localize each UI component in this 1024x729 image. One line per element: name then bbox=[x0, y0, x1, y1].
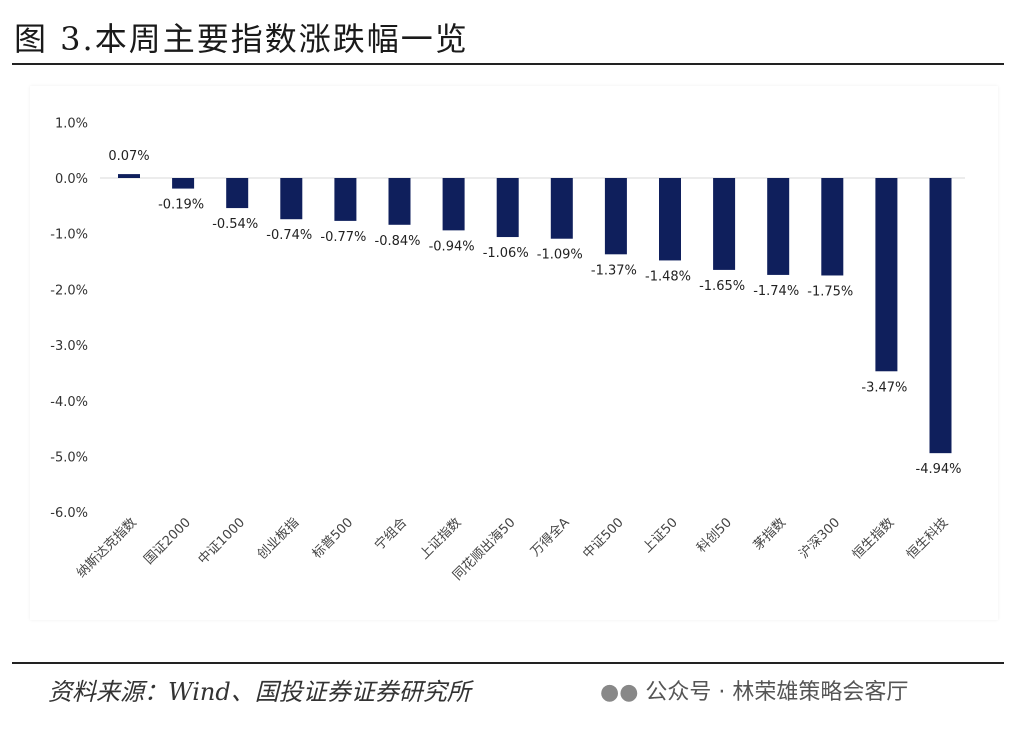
bar bbox=[172, 178, 195, 189]
figure-title: 图 3.本周主要指数涨跌幅一览 bbox=[14, 20, 469, 58]
y-tick-label: -6.0% bbox=[50, 506, 88, 521]
bar bbox=[713, 178, 736, 270]
y-tick-label: 0.0% bbox=[55, 172, 88, 187]
title-rule bbox=[12, 63, 1004, 65]
data-label: -0.94% bbox=[429, 239, 475, 254]
data-label: -1.65% bbox=[699, 279, 745, 294]
source-rule bbox=[12, 662, 1004, 664]
data-label: -0.54% bbox=[212, 217, 258, 232]
data-label: -0.84% bbox=[375, 234, 421, 249]
y-tick-label: -3.0% bbox=[50, 339, 88, 354]
bar bbox=[226, 178, 249, 209]
bar bbox=[334, 178, 357, 221]
bar bbox=[604, 178, 627, 255]
data-label: -1.37% bbox=[591, 263, 637, 278]
x-tick-label: 上证50 bbox=[640, 515, 681, 556]
y-tick-label: -2.0% bbox=[50, 283, 88, 298]
x-tick-label: 中证1000 bbox=[196, 515, 248, 567]
bar bbox=[118, 174, 140, 178]
x-tick-label: 恒生科技 bbox=[904, 515, 951, 562]
x-tick-label: 科创50 bbox=[694, 515, 735, 556]
data-label: -4.94% bbox=[916, 462, 962, 477]
watermark: ●● 公众号 · 林荣雄策略会客厅 bbox=[600, 680, 909, 705]
x-tick-label: 上证指数 bbox=[417, 515, 464, 562]
x-tick-label: 中证500 bbox=[580, 515, 627, 562]
bar bbox=[821, 178, 844, 276]
data-label: -0.74% bbox=[266, 228, 312, 243]
data-label: -1.75% bbox=[807, 284, 853, 299]
x-tick-label: 茅指数 bbox=[751, 515, 789, 553]
wechat-icon: ●● bbox=[600, 680, 639, 705]
bar bbox=[550, 178, 573, 239]
data-label: -1.48% bbox=[645, 269, 691, 284]
bar bbox=[929, 178, 952, 454]
x-tick-label: 创业板指 bbox=[255, 515, 302, 562]
x-tick-label: 恒生指数 bbox=[850, 515, 897, 562]
bar bbox=[442, 178, 465, 231]
x-tick-label: 万得全A bbox=[527, 514, 572, 559]
data-label: 0.07% bbox=[108, 149, 149, 164]
y-tick-label: -1.0% bbox=[50, 228, 88, 243]
bar bbox=[496, 178, 519, 238]
x-tick-label: 国证2000 bbox=[142, 515, 194, 567]
data-label: -1.09% bbox=[537, 248, 583, 263]
bar bbox=[280, 178, 303, 220]
data-label: -0.77% bbox=[320, 230, 366, 245]
bar bbox=[659, 178, 681, 261]
y-tick-label: 1.0% bbox=[55, 116, 88, 131]
bar bbox=[388, 178, 411, 225]
chart-panel bbox=[30, 86, 998, 620]
y-tick-label: -4.0% bbox=[50, 395, 88, 410]
data-label: -1.74% bbox=[753, 284, 799, 299]
data-label: -0.19% bbox=[158, 198, 204, 213]
source-note: 资料来源：Wind、国投证券证券研究所 bbox=[48, 678, 471, 706]
x-tick-label: 沪深300 bbox=[796, 515, 843, 562]
data-label: -3.47% bbox=[861, 380, 907, 395]
bar bbox=[767, 178, 790, 275]
y-tick-label: -5.0% bbox=[50, 451, 88, 466]
x-tick-label: 标普500 bbox=[310, 515, 357, 562]
x-tick-label: 宁组合 bbox=[371, 515, 410, 554]
data-label: -1.06% bbox=[483, 246, 529, 261]
bar bbox=[875, 178, 898, 372]
x-tick-label: 纳斯达克指数 bbox=[74, 515, 140, 581]
